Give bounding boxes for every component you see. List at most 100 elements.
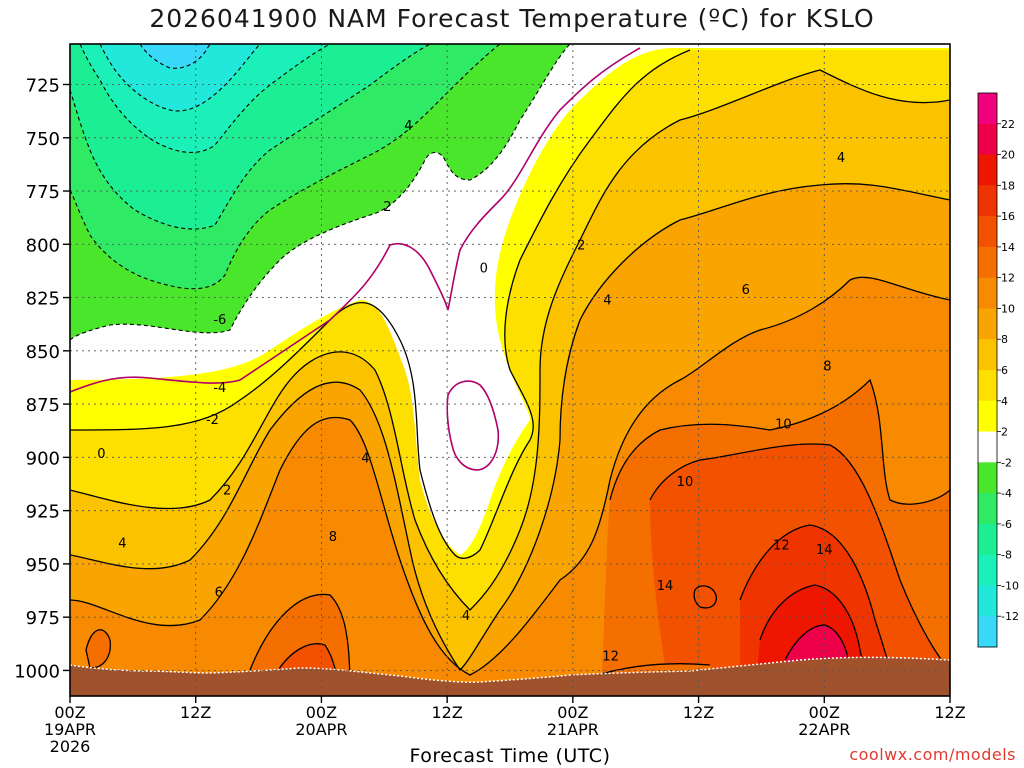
ytick-label: 1000 (14, 661, 60, 682)
colorbar-label: -8 (1001, 549, 1012, 562)
ytick-label: 975 (26, 608, 60, 629)
colorbar-swatch (978, 616, 997, 648)
contour-label: 6 (742, 283, 750, 298)
isotherm-minus6 (70, 44, 431, 230)
isotherm-minus2 (70, 44, 571, 341)
xtick-label: 12Z (180, 703, 211, 722)
colorbar-label: 14 (1001, 241, 1015, 254)
contour-label: 14 (657, 579, 674, 594)
colorbar-swatch (978, 216, 997, 248)
contour-labels: 4 2 -6 -4 -2 0 2 4 6 4 8 4 0 2 4 12 4 6 8 10 10 12 14 14 (97, 119, 845, 665)
contour-label: 0 (97, 447, 105, 462)
colorbar-label: -6 (1001, 518, 1012, 531)
ytick-label: 875 (26, 395, 60, 416)
plot-frame (69, 43, 951, 697)
contour-label: 4 (118, 537, 126, 552)
colorbar-label: 10 (1001, 302, 1015, 315)
colorbar-label: 6 (1001, 364, 1008, 377)
contour-label: 10 (775, 417, 792, 432)
colorbar-label: 12 (1001, 272, 1015, 285)
colorbar-swatch (978, 185, 997, 217)
colorbar-swatch (978, 308, 997, 340)
contour-label: 2 (223, 483, 231, 498)
contour-label: 12 (602, 650, 619, 665)
xtick-date: 22APR (798, 720, 850, 739)
colorbar-label: -2 (1001, 456, 1012, 469)
contour-label: -6 (213, 313, 226, 328)
temperature-field (70, 44, 950, 696)
contour-label: 8 (823, 360, 831, 375)
isotherm-14-small-pocket (693, 585, 717, 609)
isotherm-lines (70, 49, 950, 691)
isotherm-10 (609, 378, 950, 505)
colorbar-label: 18 (1001, 179, 1015, 192)
source-credit[interactable]: coolwx.com/models (849, 745, 1016, 764)
xtick-date: 20APR (295, 720, 347, 739)
colorbar-label: 16 (1001, 210, 1015, 223)
ytick-label: 775 (26, 182, 60, 203)
colorbar-swatch (978, 277, 997, 309)
xtick-label: 00Z (557, 703, 588, 722)
xtick-label: 00Z (306, 703, 337, 722)
colorbar-swatch (978, 462, 997, 494)
colorbar-swatch (978, 339, 997, 371)
xtick-label: 12Z (934, 703, 965, 722)
ytick-label: 800 (26, 235, 60, 256)
colorbar-label: 8 (1001, 333, 1008, 346)
colorbar-label: 22 (1001, 118, 1015, 131)
xtick-label: 00Z (54, 703, 85, 722)
xtick-label: 12Z (431, 703, 462, 722)
isotherm-minus8 (79, 44, 331, 153)
contour-label: 4 (603, 294, 611, 309)
colorbar-label: 20 (1001, 149, 1015, 162)
colorbar-swatch (978, 431, 997, 463)
colorbar-swatch (978, 554, 997, 586)
band-minus14-minus12 (140, 44, 210, 69)
ytick-label: 850 (26, 342, 60, 363)
colorbar-swatch (978, 523, 997, 556)
isotherm-minus10 (99, 44, 261, 112)
isotherm-12-pocket (249, 593, 351, 691)
isotherm-12-small-pocket (85, 629, 111, 669)
isotherm-0 (70, 47, 641, 393)
colorbar-swatch (978, 154, 997, 186)
contour-label: 4 (404, 119, 412, 134)
pressure-axis: 725 750 775 800 825 850 875 900 925 950 975 1000 (14, 75, 70, 682)
contour-label: 14 (816, 543, 833, 558)
band-12-14-pocket-c (86, 629, 111, 668)
x-axis-title: Forecast Time (UTC) (409, 745, 611, 767)
colorbar-swatch (978, 123, 997, 156)
xtick-date: 21APR (547, 720, 599, 739)
ytick-label: 900 (26, 448, 60, 469)
freezing-level-line (70, 47, 641, 471)
isotherm-0-closed (446, 380, 500, 471)
colorbar-label: 4 (1001, 395, 1008, 408)
xtick-label: 12Z (683, 703, 714, 722)
colorbar-swatch (978, 93, 997, 125)
isotherm-8 (70, 276, 950, 676)
isotherm-14 (739, 524, 896, 686)
chart-title: 2026041900 NAM Forecast Temperature (ºC)… (149, 4, 875, 33)
contour-label: 0 (480, 262, 488, 277)
xtick-year: 2026 (50, 737, 91, 756)
colorbar-label: -4 (1001, 487, 1012, 500)
colorbar-label: -12 (1001, 610, 1019, 623)
ytick-label: 950 (26, 555, 60, 576)
contour-label: 6 (215, 586, 223, 601)
contour-label: 4 (462, 609, 470, 624)
ytick-label: 825 (26, 289, 60, 310)
grid-lines (70, 44, 950, 696)
ytick-label: 725 (26, 75, 60, 96)
contour-label: 12 (773, 539, 790, 554)
colorbar-swatch (978, 370, 997, 402)
contour-label: 10 (677, 475, 694, 490)
isotherm-6 (70, 183, 950, 672)
colorbar: 22 20 18 16 14 12 10 8 6 4 2 -2 -4 -6 -8 -10 -12 (977, 92, 1019, 648)
xtick-date: 19APR (44, 720, 96, 739)
colorbar-label: -10 (1001, 579, 1019, 592)
colorbar-swatch (978, 493, 997, 525)
contour-label: 2 (383, 200, 391, 215)
colorbar-swatch (978, 246, 997, 279)
